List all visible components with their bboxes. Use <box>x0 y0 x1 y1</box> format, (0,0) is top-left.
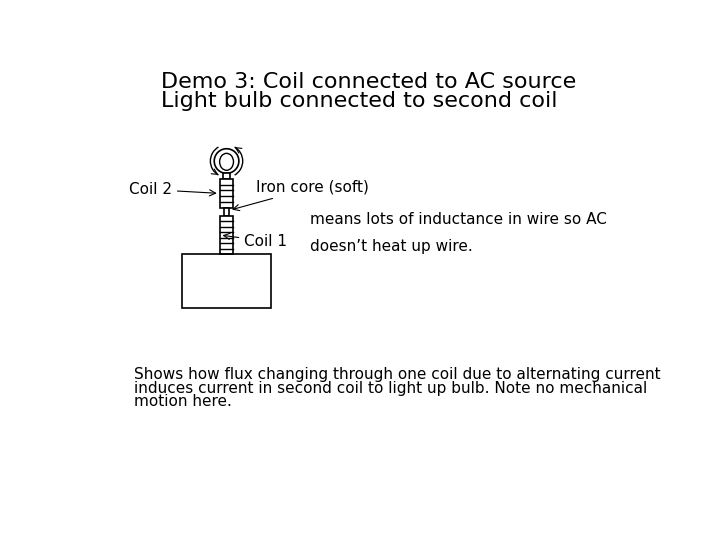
Bar <box>220 179 233 208</box>
Bar <box>182 254 271 308</box>
Bar <box>220 215 233 254</box>
Text: Coil 2: Coil 2 <box>129 182 215 197</box>
Text: means lots of inductance in wire so AC: means lots of inductance in wire so AC <box>310 212 608 227</box>
Bar <box>224 208 229 215</box>
Text: Iron core (soft): Iron core (soft) <box>233 180 369 211</box>
Text: Coil 1: Coil 1 <box>224 233 287 248</box>
Text: Light bulb connected to second coil: Light bulb connected to second coil <box>161 91 557 111</box>
Text: doesn’t heat up wire.: doesn’t heat up wire. <box>310 239 473 254</box>
Bar <box>222 173 230 179</box>
Text: induces current in second coil to light up bulb. Note no mechanical: induces current in second coil to light … <box>134 381 647 395</box>
Text: Shows how flux changing through one coil due to alternating current: Shows how flux changing through one coil… <box>134 367 661 382</box>
Text: Demo 3: Coil connected to AC source: Demo 3: Coil connected to AC source <box>161 72 576 92</box>
Text: motion here.: motion here. <box>134 394 232 409</box>
